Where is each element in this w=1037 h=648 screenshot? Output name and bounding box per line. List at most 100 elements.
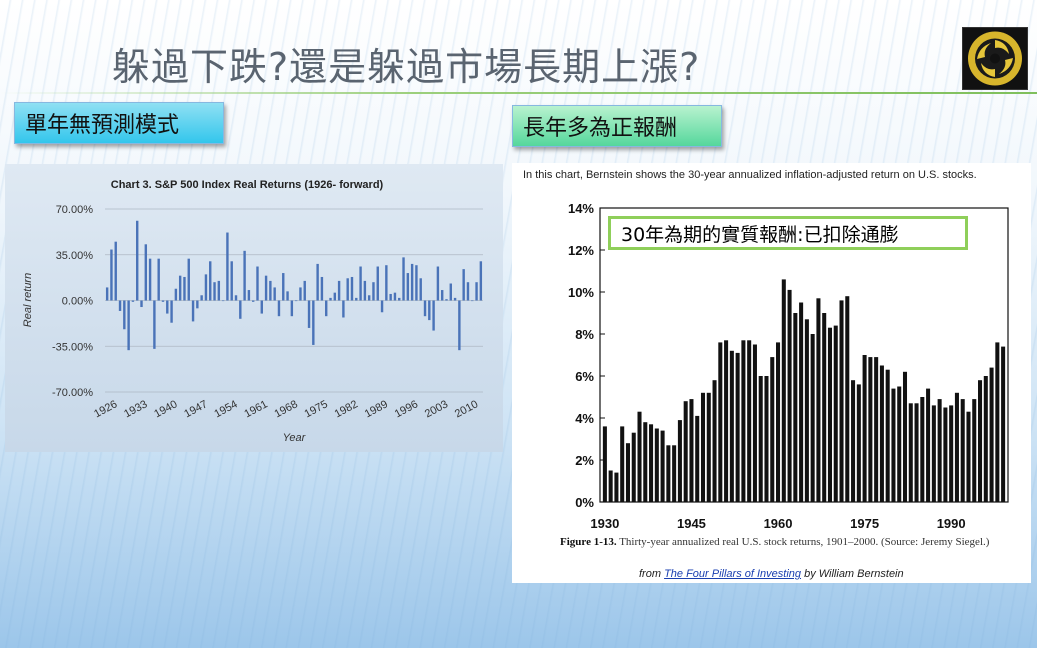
bar [178, 275, 182, 301]
x-tick-label: 2003 [423, 398, 450, 420]
bar [191, 300, 195, 322]
bar [131, 300, 135, 302]
bar [118, 300, 122, 311]
source-author: by William Bernstein [804, 568, 904, 580]
bar [804, 319, 809, 502]
bar [312, 300, 315, 345]
bar [752, 344, 757, 502]
bar [458, 300, 461, 351]
bar [286, 291, 289, 301]
y-tick-label: 12% [568, 243, 594, 258]
y-tick-label: 35.00% [56, 250, 94, 262]
bar [706, 392, 711, 502]
bar [153, 300, 156, 349]
bar [851, 380, 856, 502]
thirty-year-chart-svg: 14% 12% 10% 8% 6% 4% 2% 0% 1930 1945 1960 1975 1990 [568, 201, 1009, 531]
bar [747, 340, 752, 502]
bar [735, 352, 740, 502]
bar [105, 287, 109, 301]
bar [157, 258, 160, 301]
bar [166, 300, 169, 314]
bar [799, 302, 804, 502]
y-tick-label: 0% [575, 495, 594, 510]
label-single-year: 單年無預測模式 [14, 102, 224, 144]
bar [643, 422, 648, 502]
bar [672, 445, 677, 502]
bar [758, 376, 763, 502]
bar [230, 261, 233, 301]
bar [908, 403, 913, 502]
y-tick-label: 8% [575, 327, 594, 342]
bar [983, 376, 988, 502]
bar [440, 290, 444, 301]
bar [729, 350, 734, 502]
bar [885, 369, 890, 502]
bar [920, 397, 925, 502]
y-tick-label: 4% [575, 411, 594, 426]
bar [161, 300, 165, 302]
bar [294, 300, 298, 302]
bar [943, 407, 948, 502]
bar [419, 278, 422, 301]
bar [333, 292, 337, 301]
bar [683, 401, 688, 502]
x-tick-label: 2010 [453, 398, 480, 420]
bar [816, 298, 821, 502]
sp500-chart-svg: Chart 3. S&P 500 Index Real Returns (192… [22, 179, 483, 444]
bar [931, 405, 936, 502]
bar [954, 392, 959, 502]
x-tick-label: 1945 [677, 516, 706, 531]
bar [170, 300, 173, 323]
y-tick-label: 2% [575, 453, 594, 468]
bar [776, 342, 781, 502]
bar [213, 282, 216, 301]
x-tick-label: 1933 [122, 398, 149, 420]
bar [355, 297, 358, 301]
bar [770, 357, 775, 502]
bar [398, 297, 401, 301]
x-tick-label: 1990 [937, 516, 966, 531]
bar [862, 355, 867, 502]
bar [346, 278, 349, 301]
bar [209, 261, 212, 301]
bar [874, 357, 879, 502]
bar [290, 300, 294, 317]
bar [995, 342, 1000, 502]
bar [897, 386, 902, 502]
book-link[interactable]: The Four Pillars of Investing [664, 568, 802, 580]
chart-title: Chart 3. S&P 500 Index Real Returns (192… [111, 179, 384, 191]
bar [350, 276, 354, 301]
bar [649, 424, 654, 502]
bar [226, 232, 229, 301]
bar [453, 297, 457, 301]
bar [127, 300, 130, 351]
x-tick-label: 1982 [333, 398, 360, 420]
bar [432, 300, 435, 331]
bar [325, 300, 328, 317]
bar [937, 399, 942, 502]
bar [367, 295, 371, 301]
bar [385, 265, 388, 301]
bar [700, 392, 706, 502]
bar [144, 244, 148, 301]
bar [449, 283, 452, 301]
bar [359, 266, 362, 301]
bar [787, 289, 792, 502]
bar [724, 340, 729, 502]
x-tick-label: 1954 [212, 398, 239, 420]
bar [966, 411, 971, 502]
bar [243, 250, 246, 301]
bar [402, 257, 405, 301]
bar [718, 342, 723, 502]
bar [342, 300, 345, 318]
bar [637, 411, 642, 502]
bar [221, 300, 225, 302]
y-tick-label: -70.00% [52, 387, 93, 399]
bar [337, 280, 341, 301]
x-tick-label: 1961 [242, 398, 269, 420]
bar [868, 357, 873, 502]
bar [183, 276, 186, 301]
figure-caption: Figure 1-13. Thirty-year annualized real… [560, 535, 1015, 549]
source-line: from The Four Pillars of Investing by Wi… [639, 568, 904, 580]
bar [114, 241, 117, 301]
